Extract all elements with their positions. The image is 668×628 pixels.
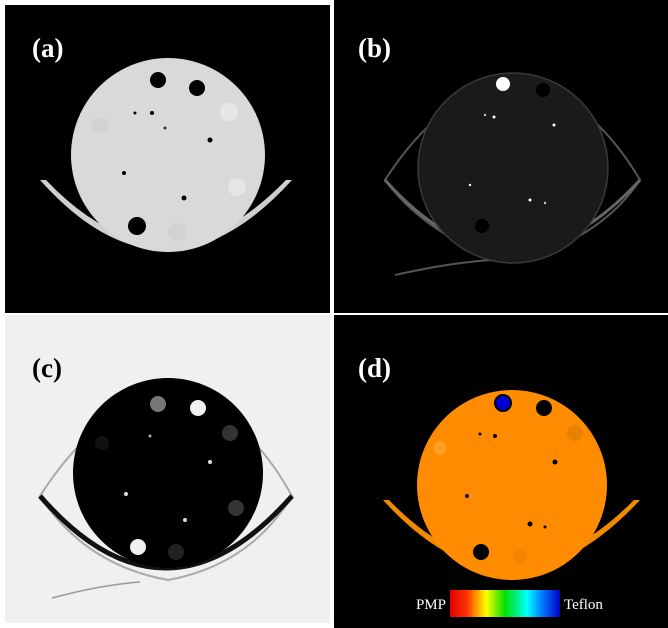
panel-d: PMP Teflon (d) [334,315,668,628]
panel-label: (d) [358,353,391,383]
figure: (a) (b) (c) [0,0,668,628]
panel-a: (a) [5,5,330,313]
panel-label: (c) [32,353,62,383]
panel-b: (b) [334,0,668,313]
panel-label: (b) [358,33,391,63]
colorbar-max-label: Teflon [564,597,603,613]
colorbar-min-label: PMP [416,597,446,613]
colorbar [450,590,560,617]
panel-c: (c) [5,315,330,623]
panel-label: (a) [32,33,63,63]
